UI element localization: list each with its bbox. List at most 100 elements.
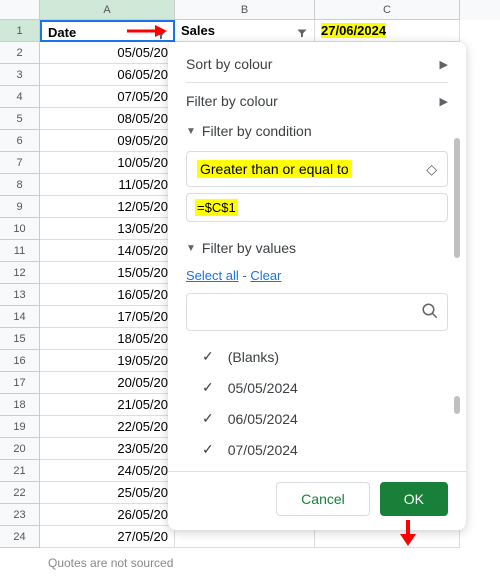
cell-date[interactable]: 25/05/20	[40, 482, 175, 504]
cell-date[interactable]: 11/05/20	[40, 174, 175, 196]
ok-button[interactable]: OK	[380, 482, 448, 516]
annotation-arrow-filter	[127, 24, 167, 41]
values-list: ✓ (Blanks) ✓ 05/05/2024 ✓06/05/2024✓07/05/20…	[186, 341, 448, 465]
dash: -	[239, 268, 251, 283]
condition-value-input[interactable]: =$C$1	[186, 193, 448, 222]
cell-date[interactable]: 19/05/20	[40, 350, 175, 372]
value-label: (Blanks)	[228, 349, 279, 365]
column-header-a[interactable]: A	[40, 0, 175, 20]
cell-date[interactable]: 21/05/20	[40, 394, 175, 416]
cell-date[interactable]: 22/05/20	[40, 416, 175, 438]
row-header[interactable]: 14	[0, 306, 40, 328]
values-search[interactable]	[186, 293, 448, 331]
select-all-corner[interactable]	[0, 0, 40, 20]
column-headers: A B C	[0, 0, 500, 20]
condition-text: Greater than or equal to	[197, 160, 352, 178]
sort-by-colour[interactable]: Sort by colour ▶	[186, 50, 448, 78]
row-header[interactable]: 20	[0, 438, 40, 460]
condition-value-text: =$C$1	[195, 199, 238, 216]
header-label-date: Date	[48, 25, 76, 40]
row-header[interactable]: 18	[0, 394, 40, 416]
row-header[interactable]: 9	[0, 196, 40, 218]
header-cell-refdate[interactable]: 27/06/2024	[315, 20, 460, 42]
clear-link[interactable]: Clear	[250, 268, 281, 283]
header-label-sales: Sales	[181, 23, 215, 38]
value-item[interactable]: ✓ 05/05/2024	[202, 372, 448, 403]
footer-text: Quotes are not sourced	[48, 556, 173, 570]
condition-select[interactable]: Greater than or equal to ◇	[186, 151, 448, 187]
row-header[interactable]: 13	[0, 284, 40, 306]
panel-scrollbar[interactable]	[454, 138, 460, 438]
row-header[interactable]: 17	[0, 372, 40, 394]
ref-date-value: 27/06/2024	[321, 23, 386, 38]
divider	[186, 82, 448, 83]
value-item[interactable]: ✓07/05/2024	[202, 434, 448, 465]
column-header-b[interactable]: B	[175, 0, 315, 20]
filter-by-condition-label: Filter by condition	[202, 123, 312, 139]
filter-by-values-toggle[interactable]: ▼ Filter by values	[186, 232, 448, 264]
cell-date[interactable]: 24/05/20	[40, 460, 175, 482]
submenu-arrow-icon: ▶	[440, 58, 448, 71]
cell-date[interactable]: 12/05/20	[40, 196, 175, 218]
header-row: 1 Date Sales 27/06/2024	[0, 20, 500, 42]
cell-date[interactable]: 10/05/20	[40, 152, 175, 174]
filter-icon[interactable]	[296, 24, 310, 38]
cell-date[interactable]: 07/05/20	[40, 86, 175, 108]
filter-by-colour[interactable]: Filter by colour ▶	[186, 87, 448, 115]
cell-date[interactable]: 09/05/20	[40, 130, 175, 152]
filter-by-condition-toggle[interactable]: ▼ Filter by condition	[186, 115, 448, 147]
cell-date[interactable]: 08/05/20	[40, 108, 175, 130]
row-header[interactable]: 3	[0, 64, 40, 86]
cell-date[interactable]: 06/05/20	[40, 64, 175, 86]
row-header[interactable]: 23	[0, 504, 40, 526]
cell-date[interactable]: 13/05/20	[40, 218, 175, 240]
cell-date[interactable]: 18/05/20	[40, 328, 175, 350]
scrollbar-thumb[interactable]	[454, 138, 460, 258]
cell-date[interactable]: 16/05/20	[40, 284, 175, 306]
select-all-link[interactable]: Select all	[186, 268, 239, 283]
annotation-arrow-ok	[398, 520, 418, 549]
check-icon: ✓	[202, 441, 214, 458]
row-header[interactable]: 10	[0, 218, 40, 240]
row-header[interactable]: 22	[0, 482, 40, 504]
panel-buttons: Cancel OK	[168, 471, 466, 522]
row-header[interactable]: 11	[0, 240, 40, 262]
filter-by-colour-label: Filter by colour	[186, 93, 278, 109]
value-item[interactable]: ✓06/05/2024	[202, 403, 448, 434]
filter-by-values-label: Filter by values	[202, 240, 296, 256]
row-header[interactable]: 4	[0, 86, 40, 108]
cell-date[interactable]: 15/05/20	[40, 262, 175, 284]
submenu-arrow-icon: ▶	[440, 95, 448, 108]
cell-date[interactable]: 20/05/20	[40, 372, 175, 394]
value-item[interactable]: ✓ (Blanks)	[202, 341, 448, 372]
row-header[interactable]: 24	[0, 526, 40, 548]
row-header[interactable]: 21	[0, 460, 40, 482]
scrollbar-thumb[interactable]	[454, 396, 460, 414]
cancel-button[interactable]: Cancel	[276, 482, 370, 516]
cell-date[interactable]: 05/05/20	[40, 42, 175, 64]
chevron-down-icon: ▼	[186, 243, 196, 254]
check-icon: ✓	[202, 348, 214, 365]
cell-date[interactable]: 14/05/20	[40, 240, 175, 262]
row-header[interactable]: 2	[0, 42, 40, 64]
cell-date[interactable]: 27/05/20	[40, 526, 175, 548]
column-header-c[interactable]: C	[315, 0, 460, 20]
row-header[interactable]: 12	[0, 262, 40, 284]
header-cell-sales[interactable]: Sales	[175, 20, 315, 42]
check-icon: ✓	[202, 410, 214, 427]
search-icon	[421, 302, 439, 323]
values-search-input[interactable]	[195, 305, 421, 320]
row-header[interactable]: 7	[0, 152, 40, 174]
row-header[interactable]: 8	[0, 174, 40, 196]
row-header[interactable]: 16	[0, 350, 40, 372]
row-header[interactable]: 6	[0, 130, 40, 152]
value-label: 05/05/2024	[228, 380, 298, 396]
cell-date[interactable]: 17/05/20	[40, 306, 175, 328]
row-header[interactable]: 15	[0, 328, 40, 350]
row-header[interactable]: 5	[0, 108, 40, 130]
row-header[interactable]: 1	[0, 20, 40, 42]
cell-date[interactable]: 23/05/20	[40, 438, 175, 460]
check-icon: ✓	[202, 379, 214, 396]
cell-date[interactable]: 26/05/20	[40, 504, 175, 526]
row-header[interactable]: 19	[0, 416, 40, 438]
